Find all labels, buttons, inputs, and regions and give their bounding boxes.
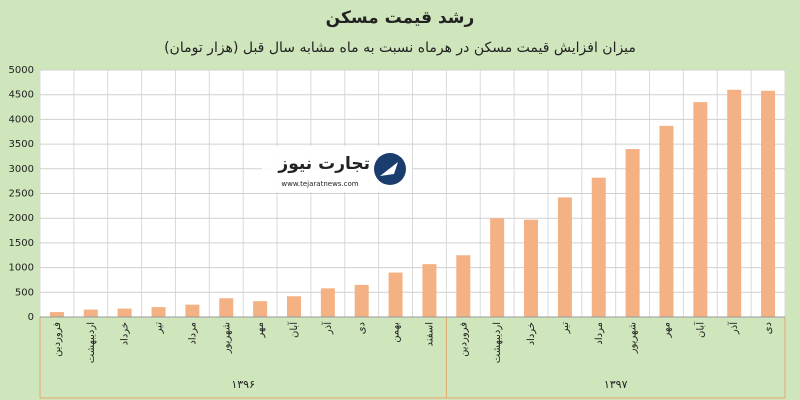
bar <box>659 125 674 318</box>
bar <box>286 296 301 317</box>
y-tick-label: 3000 <box>9 164 34 175</box>
bar <box>83 309 98 317</box>
y-tick-label: 2000 <box>9 213 34 224</box>
bar <box>320 288 335 317</box>
x-tick-label: تیر <box>560 322 571 335</box>
x-tick-label: فروردین <box>458 322 469 357</box>
bar <box>625 149 640 317</box>
y-tick-label: 0 <box>28 312 34 323</box>
logo: تجارت نیوز www.tejaratnews.com <box>262 146 412 192</box>
x-tick-label: تیر <box>154 322 165 335</box>
bar <box>557 197 572 317</box>
y-tick-label: 500 <box>15 287 34 298</box>
bar <box>727 89 742 317</box>
y-tick-label: 2500 <box>9 189 34 200</box>
bar <box>253 301 268 317</box>
x-tick-label: آذر <box>321 321 334 335</box>
bar <box>761 90 776 317</box>
x-tick-label: آذر <box>727 321 740 335</box>
x-tick-label: خرداد <box>526 322 537 345</box>
bar <box>490 218 505 317</box>
chart-title: رشد قیمت مسکن <box>326 8 475 28</box>
bar <box>49 312 64 317</box>
group-label: ۱۳۹۶ <box>231 378 255 391</box>
x-tick-label: مهر <box>255 322 266 338</box>
x-tick-label: خرداد <box>120 322 131 345</box>
bar <box>354 284 369 317</box>
x-tick-label: دی <box>357 322 368 334</box>
bar <box>693 102 708 317</box>
x-tick-label: دی <box>763 322 774 334</box>
y-tick-label: 5000 <box>9 65 34 76</box>
x-tick-label: اسفند <box>424 322 435 346</box>
logo-arrow <box>380 162 398 176</box>
x-tick-label: شهریور <box>221 322 232 354</box>
x-tick-label: مهر <box>661 322 672 338</box>
y-tick-label: 4000 <box>9 114 34 125</box>
logo-text: تجارت نیوز <box>277 154 370 174</box>
bar <box>422 264 437 317</box>
bar <box>117 308 132 317</box>
bar <box>456 255 471 317</box>
x-tick-label: مرداد <box>187 322 198 345</box>
x-tick-label: آبان <box>693 321 706 338</box>
y-tick-label: 1000 <box>9 263 34 274</box>
y-tick-label: 3500 <box>9 139 34 150</box>
logo-bg <box>262 146 412 192</box>
x-tick-label: مرداد <box>594 322 605 345</box>
bar <box>524 219 539 317</box>
x-tick-label: آبان <box>287 321 300 338</box>
logo-url: www.tejaratnews.com <box>281 180 358 188</box>
bar <box>185 304 200 317</box>
bar <box>151 307 166 317</box>
y-tick-label: 4500 <box>9 90 34 101</box>
x-tick-label: اردیبهشت <box>492 322 503 363</box>
x-tick-label: فروردین <box>52 322 63 357</box>
x-tick-label: شهریور <box>628 322 639 354</box>
bar <box>591 177 606 317</box>
bar <box>388 272 403 317</box>
group-label: ۱۳۹۷ <box>604 378 628 391</box>
x-tick-label: بهمن <box>391 322 402 343</box>
x-tick-label: اردیبهشت <box>86 322 97 363</box>
chart-subtitle: میزان افزایش قیمت مسکن در هرماه نسبت به … <box>164 40 636 56</box>
bar <box>219 298 234 317</box>
y-tick-label: 1500 <box>9 238 34 249</box>
